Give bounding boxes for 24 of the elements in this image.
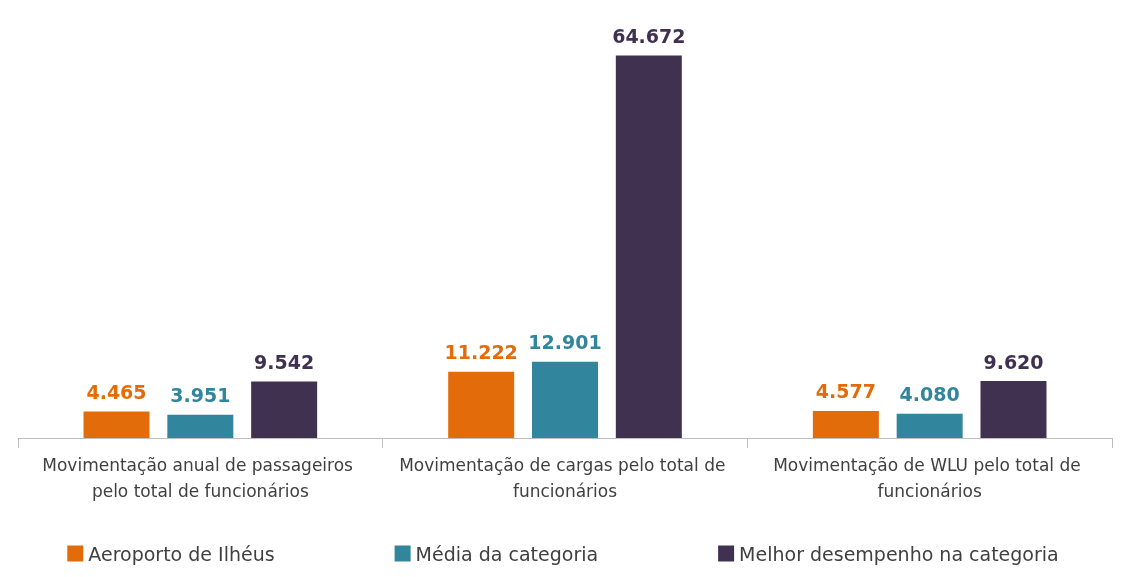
bar bbox=[532, 361, 598, 438]
bar bbox=[615, 55, 682, 438]
data-label: 12.901 bbox=[528, 331, 602, 354]
bar bbox=[812, 410, 879, 438]
bar bbox=[980, 381, 1047, 438]
x-tick-label: Movimentação de WLU pelo total de funcionários bbox=[773, 455, 1087, 501]
data-label: 64.672 bbox=[612, 24, 686, 47]
legend-label: Aeroporto de Ilhéus bbox=[88, 542, 275, 565]
data-label: 4.465 bbox=[86, 381, 147, 404]
legend-label: Melhor desempenho na categoria bbox=[739, 542, 1059, 565]
x-tick-label: Movimentação anual de passageiros pelo total de funcionários bbox=[42, 455, 359, 501]
data-label: 11.222 bbox=[444, 341, 518, 364]
legend-label: Média da categoria bbox=[415, 542, 599, 565]
data-label: 3.951 bbox=[170, 384, 231, 407]
bar bbox=[167, 414, 234, 438]
data-label: 9.542 bbox=[254, 351, 315, 374]
data-label: 9.620 bbox=[983, 350, 1044, 373]
data-label: 4.080 bbox=[899, 383, 960, 406]
x-tick-label: Movimentação de cargas pelo total de funcionários bbox=[399, 455, 731, 501]
bar bbox=[896, 413, 963, 438]
bar bbox=[448, 371, 515, 438]
data-label: 4.577 bbox=[815, 380, 876, 403]
bar bbox=[83, 411, 150, 438]
bar bbox=[251, 381, 318, 438]
